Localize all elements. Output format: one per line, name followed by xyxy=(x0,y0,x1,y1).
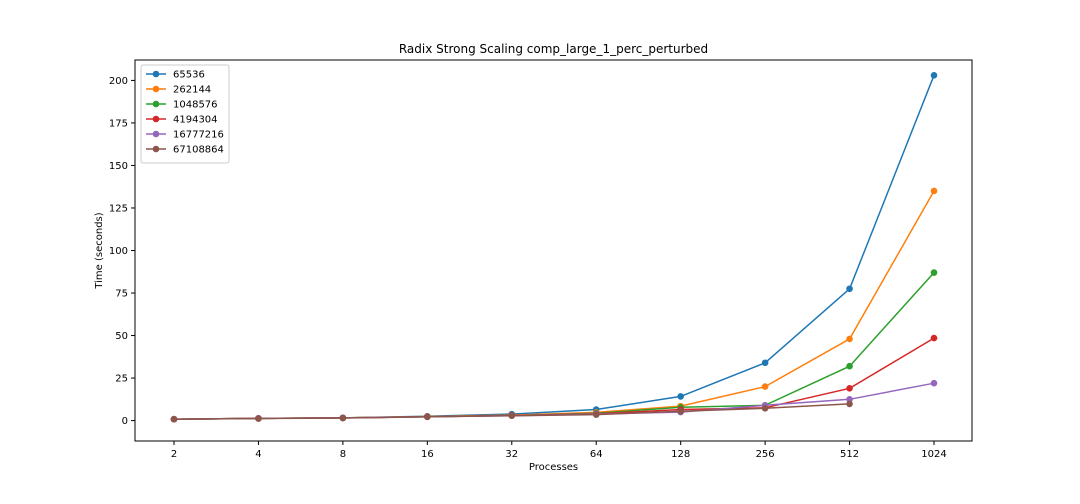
x-tick-label: 512 xyxy=(840,449,859,460)
data-point xyxy=(846,384,853,392)
data-point xyxy=(930,269,938,276)
legend-marker xyxy=(152,70,160,78)
data-point xyxy=(424,413,431,421)
data-point xyxy=(592,411,600,418)
y-tick-label: 175 xyxy=(109,118,128,129)
data-point xyxy=(170,415,178,423)
x-tick-label: 2 xyxy=(171,449,177,460)
legend-marker xyxy=(152,115,160,123)
series-line xyxy=(173,75,935,420)
data-point xyxy=(846,285,853,293)
legend-marker xyxy=(152,85,160,93)
legend-marker xyxy=(152,130,160,138)
data-point xyxy=(846,396,853,403)
legend-marker xyxy=(152,100,160,108)
legend-label: 16777216 xyxy=(173,130,224,141)
legend-label: 1048576 xyxy=(173,100,218,111)
y-tick-label: 200 xyxy=(109,76,128,87)
x-axis-label: Processes xyxy=(529,462,578,473)
series-line xyxy=(173,272,935,420)
y-tick-label: 25 xyxy=(115,374,128,385)
data-point xyxy=(339,414,347,422)
data-point xyxy=(677,407,684,415)
data-point xyxy=(761,359,769,367)
data-point xyxy=(677,393,684,400)
data-point xyxy=(930,187,938,195)
y-tick-label: 50 xyxy=(115,331,128,342)
y-tick-label: 0 xyxy=(122,416,128,427)
data-point xyxy=(846,362,853,370)
legend-label: 65536 xyxy=(173,70,205,81)
data-point xyxy=(761,383,769,390)
axes-frame xyxy=(134,59,973,442)
x-tick-label: 8 xyxy=(340,449,346,460)
legend-label: 4194304 xyxy=(173,115,218,126)
series-line xyxy=(173,190,935,420)
data-point xyxy=(930,379,938,387)
x-tick-label: 256 xyxy=(756,449,775,460)
x-tick-label: 32 xyxy=(505,449,518,460)
legend: 65536 262144 1048576 4194304 16777216 6710886… xyxy=(140,64,230,164)
x-tick-label: 128 xyxy=(671,449,690,460)
data-point xyxy=(930,334,938,342)
y-tick-label: 125 xyxy=(109,203,128,214)
data-point xyxy=(508,412,516,419)
y-axis-label: Time (seconds) xyxy=(94,212,105,289)
data-point xyxy=(930,72,938,79)
data-point xyxy=(761,405,769,412)
legend-label: 262144 xyxy=(173,85,211,96)
x-tick-label: 16 xyxy=(421,449,434,460)
series-line xyxy=(173,337,935,420)
y-tick-label: 150 xyxy=(109,161,128,172)
y-tick-label: 75 xyxy=(115,289,128,300)
x-tick-label: 1024 xyxy=(921,449,946,460)
chart-title: Radix Strong Scaling comp_large_1_perc_p… xyxy=(399,42,708,56)
x-tick-label: 64 xyxy=(590,449,603,460)
data-point xyxy=(255,415,262,422)
legend-marker xyxy=(152,145,160,153)
x-tick-label: 4 xyxy=(255,449,261,460)
data-point xyxy=(846,400,853,408)
legend-label: 67108864 xyxy=(173,145,224,156)
y-tick-label: 100 xyxy=(109,246,128,257)
plot-area: 2 4 8 16 32 64 128 256 512 1024 0 25 50 75 100 125 150 17… xyxy=(109,59,973,460)
data-point xyxy=(846,335,853,343)
